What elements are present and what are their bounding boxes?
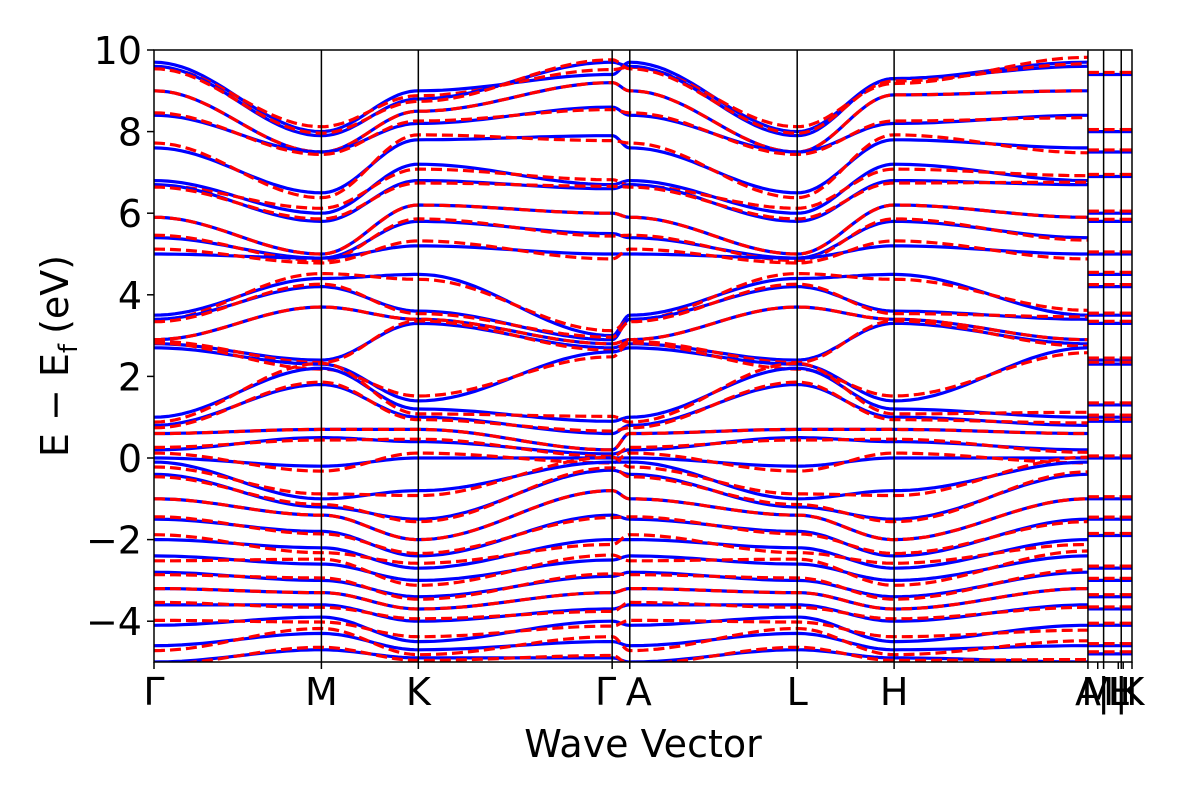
band-line-series-1: [154, 366, 1088, 423]
x-tick-label: L: [1108, 670, 1129, 714]
x-tick-label: M: [1081, 670, 1114, 714]
y-tick-label: 6: [118, 192, 142, 236]
band-line-series-2: [154, 549, 1088, 587]
band-line-series-2: [154, 55, 1088, 129]
x-axis-label: Wave Vector: [524, 722, 762, 766]
plot-frame: [153, 49, 1133, 663]
y-axis-label-subscript: f: [54, 343, 84, 353]
band-line-series-2: [154, 180, 1088, 221]
band-line-series-2: [154, 272, 1088, 333]
y-tick-label: −4: [86, 600, 142, 644]
band-line-series-2: [154, 58, 1088, 135]
bands-layer: [154, 55, 1132, 662]
band-line-series-2: [154, 600, 1088, 621]
y-tick-label: 10: [94, 29, 142, 73]
band-line-series-2: [154, 626, 1088, 657]
y-tick-label: 8: [118, 111, 142, 155]
band-line-series-1: [154, 631, 1088, 652]
y-axis-label-unit: (eV): [33, 255, 77, 334]
x-tick-label: L: [787, 670, 808, 714]
band-line-series-2: [154, 319, 1088, 365]
band-line-series-2: [154, 133, 1088, 200]
band-line-series-2: [154, 455, 1088, 498]
band-line-series-2: [154, 108, 1088, 157]
x-tick-label: A: [1075, 670, 1101, 714]
band-line-series-2: [154, 427, 1088, 452]
y-axis-label: E − Ef (eV): [33, 255, 84, 457]
band-line-series-2: [154, 587, 1088, 611]
band-line-series-2: [154, 380, 1088, 433]
band-line-series-2: [154, 466, 1088, 524]
x-tick-label: |: [1097, 670, 1110, 715]
y-axis-label-main: E − E: [33, 353, 77, 457]
band-line-series-1: [154, 162, 1088, 215]
band-line-series-1: [154, 460, 1088, 501]
y-tick-label: −2: [86, 519, 142, 563]
band-line-series-2: [154, 451, 1088, 473]
band-line-series-2: [154, 167, 1088, 210]
band-line-series-2: [154, 239, 1088, 265]
y-tick-label: 2: [118, 355, 142, 399]
x-tick-label: M: [305, 670, 338, 714]
x-tick-label: H: [1109, 670, 1138, 714]
x-tick-label: |: [1115, 670, 1128, 715]
x-tick-label: Γ: [143, 670, 164, 714]
x-tick-label: A: [626, 670, 652, 714]
band-line-series-2: [154, 437, 1088, 459]
y-axis-ticks: −4 −2 0 2 4 6 8 10: [86, 29, 154, 644]
y-tick-label: 0: [118, 437, 142, 481]
band-line-series-1: [154, 179, 1088, 224]
band-line-series-2: [154, 282, 1088, 339]
band-line-series-2: [154, 618, 1088, 639]
band-line-series-2: [154, 361, 1088, 424]
x-tick-label: H: [880, 670, 909, 714]
band-line-series-1: [154, 60, 1088, 138]
x-tick-label: K: [406, 670, 432, 714]
band-line-series-2: [154, 305, 1088, 346]
band-line-series-2: [177, 645, 1088, 662]
x-tick-label: Γ: [595, 670, 616, 714]
x-tick-label: K: [1120, 670, 1146, 714]
kpoint-lines: [320, 50, 1122, 662]
band-line-series-2: [154, 203, 1088, 256]
band-line-series-2: [154, 515, 1088, 556]
band-line-series-2: [154, 488, 1088, 542]
y-tick-label: 4: [118, 274, 142, 318]
x-axis-ticks: Γ M K Γ A L H AM|L|HK: [143, 662, 1146, 715]
band-line-series-2: [154, 568, 1088, 601]
band-line-series-2: [154, 533, 1088, 565]
